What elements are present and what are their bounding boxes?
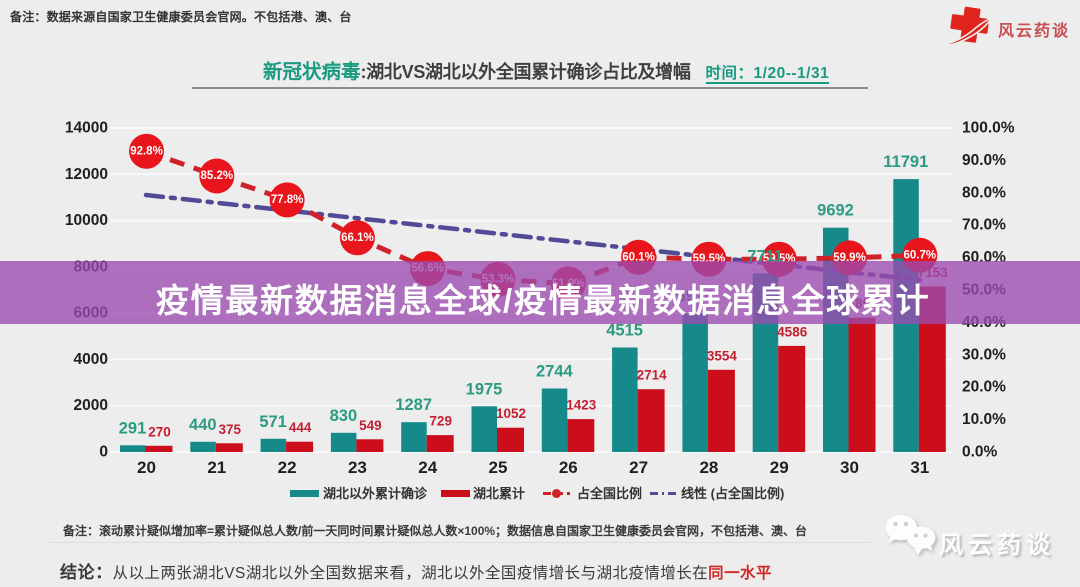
svg-text:1975: 1975: [466, 380, 503, 398]
svg-text:10000: 10000: [65, 212, 108, 229]
svg-text:10.0%: 10.0%: [962, 411, 1006, 428]
svg-text:70.0%: 70.0%: [962, 217, 1006, 234]
svg-text:24: 24: [418, 458, 437, 477]
svg-text:1052: 1052: [496, 406, 526, 421]
svg-text:26: 26: [559, 458, 578, 477]
svg-text:20: 20: [137, 458, 156, 477]
svg-text:60.7%: 60.7%: [903, 249, 936, 261]
svg-text:线性 (占全国比例): 线性 (占全国比例): [681, 486, 784, 501]
svg-text:4000: 4000: [74, 351, 108, 368]
svg-text:2744: 2744: [536, 363, 574, 381]
svg-text:20.0%: 20.0%: [962, 379, 1006, 396]
svg-text:2714: 2714: [637, 368, 668, 383]
svg-text:29: 29: [770, 458, 789, 477]
svg-text:27: 27: [629, 458, 648, 477]
svg-text:28: 28: [699, 458, 718, 477]
svg-text:占全国比例: 占全国比例: [577, 486, 642, 501]
svg-text:2000: 2000: [74, 397, 108, 414]
svg-text:1423: 1423: [566, 398, 597, 413]
svg-text:23: 23: [348, 458, 367, 477]
svg-text:66.1%: 66.1%: [341, 232, 374, 244]
svg-text:100.0%: 100.0%: [962, 120, 1015, 137]
svg-text:440: 440: [189, 416, 217, 434]
svg-text:59.9%: 59.9%: [833, 252, 866, 264]
svg-text:1287: 1287: [395, 396, 432, 414]
svg-text:0: 0: [99, 444, 108, 461]
svg-text:291: 291: [119, 419, 147, 437]
svg-text:30.0%: 30.0%: [962, 346, 1006, 363]
svg-text:3554: 3554: [707, 348, 738, 363]
svg-text:92.8%: 92.8%: [130, 145, 163, 157]
svg-text:4586: 4586: [777, 324, 808, 339]
svg-text:22: 22: [278, 458, 297, 477]
svg-text:4515: 4515: [606, 322, 643, 340]
svg-text:湖北累计: 湖北累计: [473, 486, 525, 501]
svg-text:湖北以外累计确诊: 湖北以外累计确诊: [323, 486, 428, 501]
svg-text:0.0%: 0.0%: [962, 444, 998, 461]
svg-text:375: 375: [219, 422, 242, 437]
svg-text:444: 444: [289, 420, 312, 435]
svg-text:85.2%: 85.2%: [200, 170, 233, 182]
svg-text:60.1%: 60.1%: [622, 251, 655, 263]
svg-text:12000: 12000: [65, 166, 108, 183]
svg-text:21: 21: [207, 458, 226, 477]
svg-text:30: 30: [840, 458, 859, 477]
svg-text:830: 830: [330, 407, 358, 425]
svg-text:31: 31: [910, 458, 929, 477]
svg-text:11791: 11791: [883, 153, 928, 171]
svg-text:80.0%: 80.0%: [962, 184, 1006, 201]
svg-text:90.0%: 90.0%: [962, 152, 1006, 169]
svg-text:77.8%: 77.8%: [271, 194, 304, 206]
svg-text:729: 729: [429, 414, 452, 429]
svg-text:25: 25: [489, 458, 508, 477]
svg-text:14000: 14000: [65, 120, 108, 137]
svg-text:270: 270: [148, 424, 171, 439]
svg-text:549: 549: [359, 418, 382, 433]
svg-text:571: 571: [259, 413, 287, 431]
svg-text:9692: 9692: [817, 202, 854, 220]
